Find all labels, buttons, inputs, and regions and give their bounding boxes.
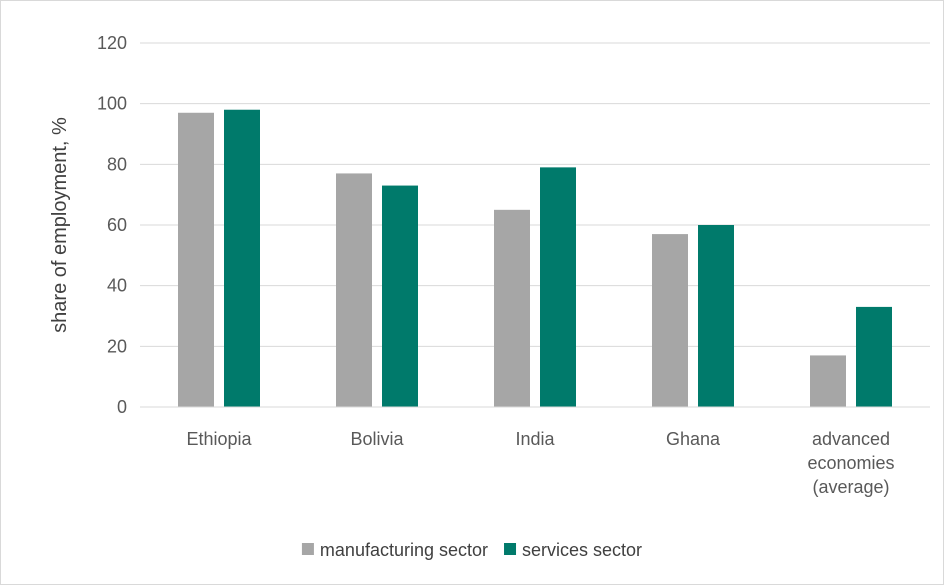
legend-swatch-manufacturing bbox=[301, 543, 314, 555]
bar-services bbox=[540, 167, 576, 407]
x-tick-label: Bolivia bbox=[350, 429, 404, 449]
y-tick-label: 120 bbox=[97, 33, 127, 53]
bars bbox=[178, 109, 892, 408]
bar-manufacturing bbox=[652, 234, 688, 407]
y-tick-label: 100 bbox=[97, 94, 127, 114]
bar-services bbox=[698, 225, 734, 407]
bar-manufacturing bbox=[178, 112, 214, 408]
legend-label: services sector bbox=[522, 540, 642, 560]
bar-services bbox=[856, 306, 892, 407]
legend-label: manufacturing sector bbox=[320, 540, 488, 560]
bar-services bbox=[382, 185, 418, 407]
x-tick-label: Ghana bbox=[666, 429, 721, 449]
y-tick-label: 20 bbox=[107, 336, 127, 356]
legend-swatch-services bbox=[504, 543, 517, 555]
legend: manufacturing sector services sector bbox=[301, 540, 642, 560]
bar-manufacturing bbox=[336, 173, 372, 407]
y-axis-title: share of employment, % bbox=[49, 117, 71, 333]
y-tick-label: 0 bbox=[117, 397, 127, 417]
bar-manufacturing bbox=[494, 209, 530, 407]
x-axis-ticks: Ethiopia Bolivia India Ghana advanced economi… bbox=[186, 429, 894, 497]
bar-manufacturing bbox=[810, 355, 846, 407]
x-tick-label: India bbox=[515, 429, 555, 449]
y-tick-label: 40 bbox=[107, 276, 127, 296]
x-tick-label: advanced economies (average) bbox=[807, 429, 894, 497]
y-tick-label: 80 bbox=[107, 154, 127, 174]
y-axis-ticks: 0 20 40 60 80 100 120 bbox=[97, 33, 127, 417]
y-tick-label: 60 bbox=[107, 215, 127, 235]
gridlines bbox=[140, 42, 930, 347]
bar-services bbox=[224, 109, 260, 407]
x-tick-label: Ethiopia bbox=[186, 429, 252, 449]
